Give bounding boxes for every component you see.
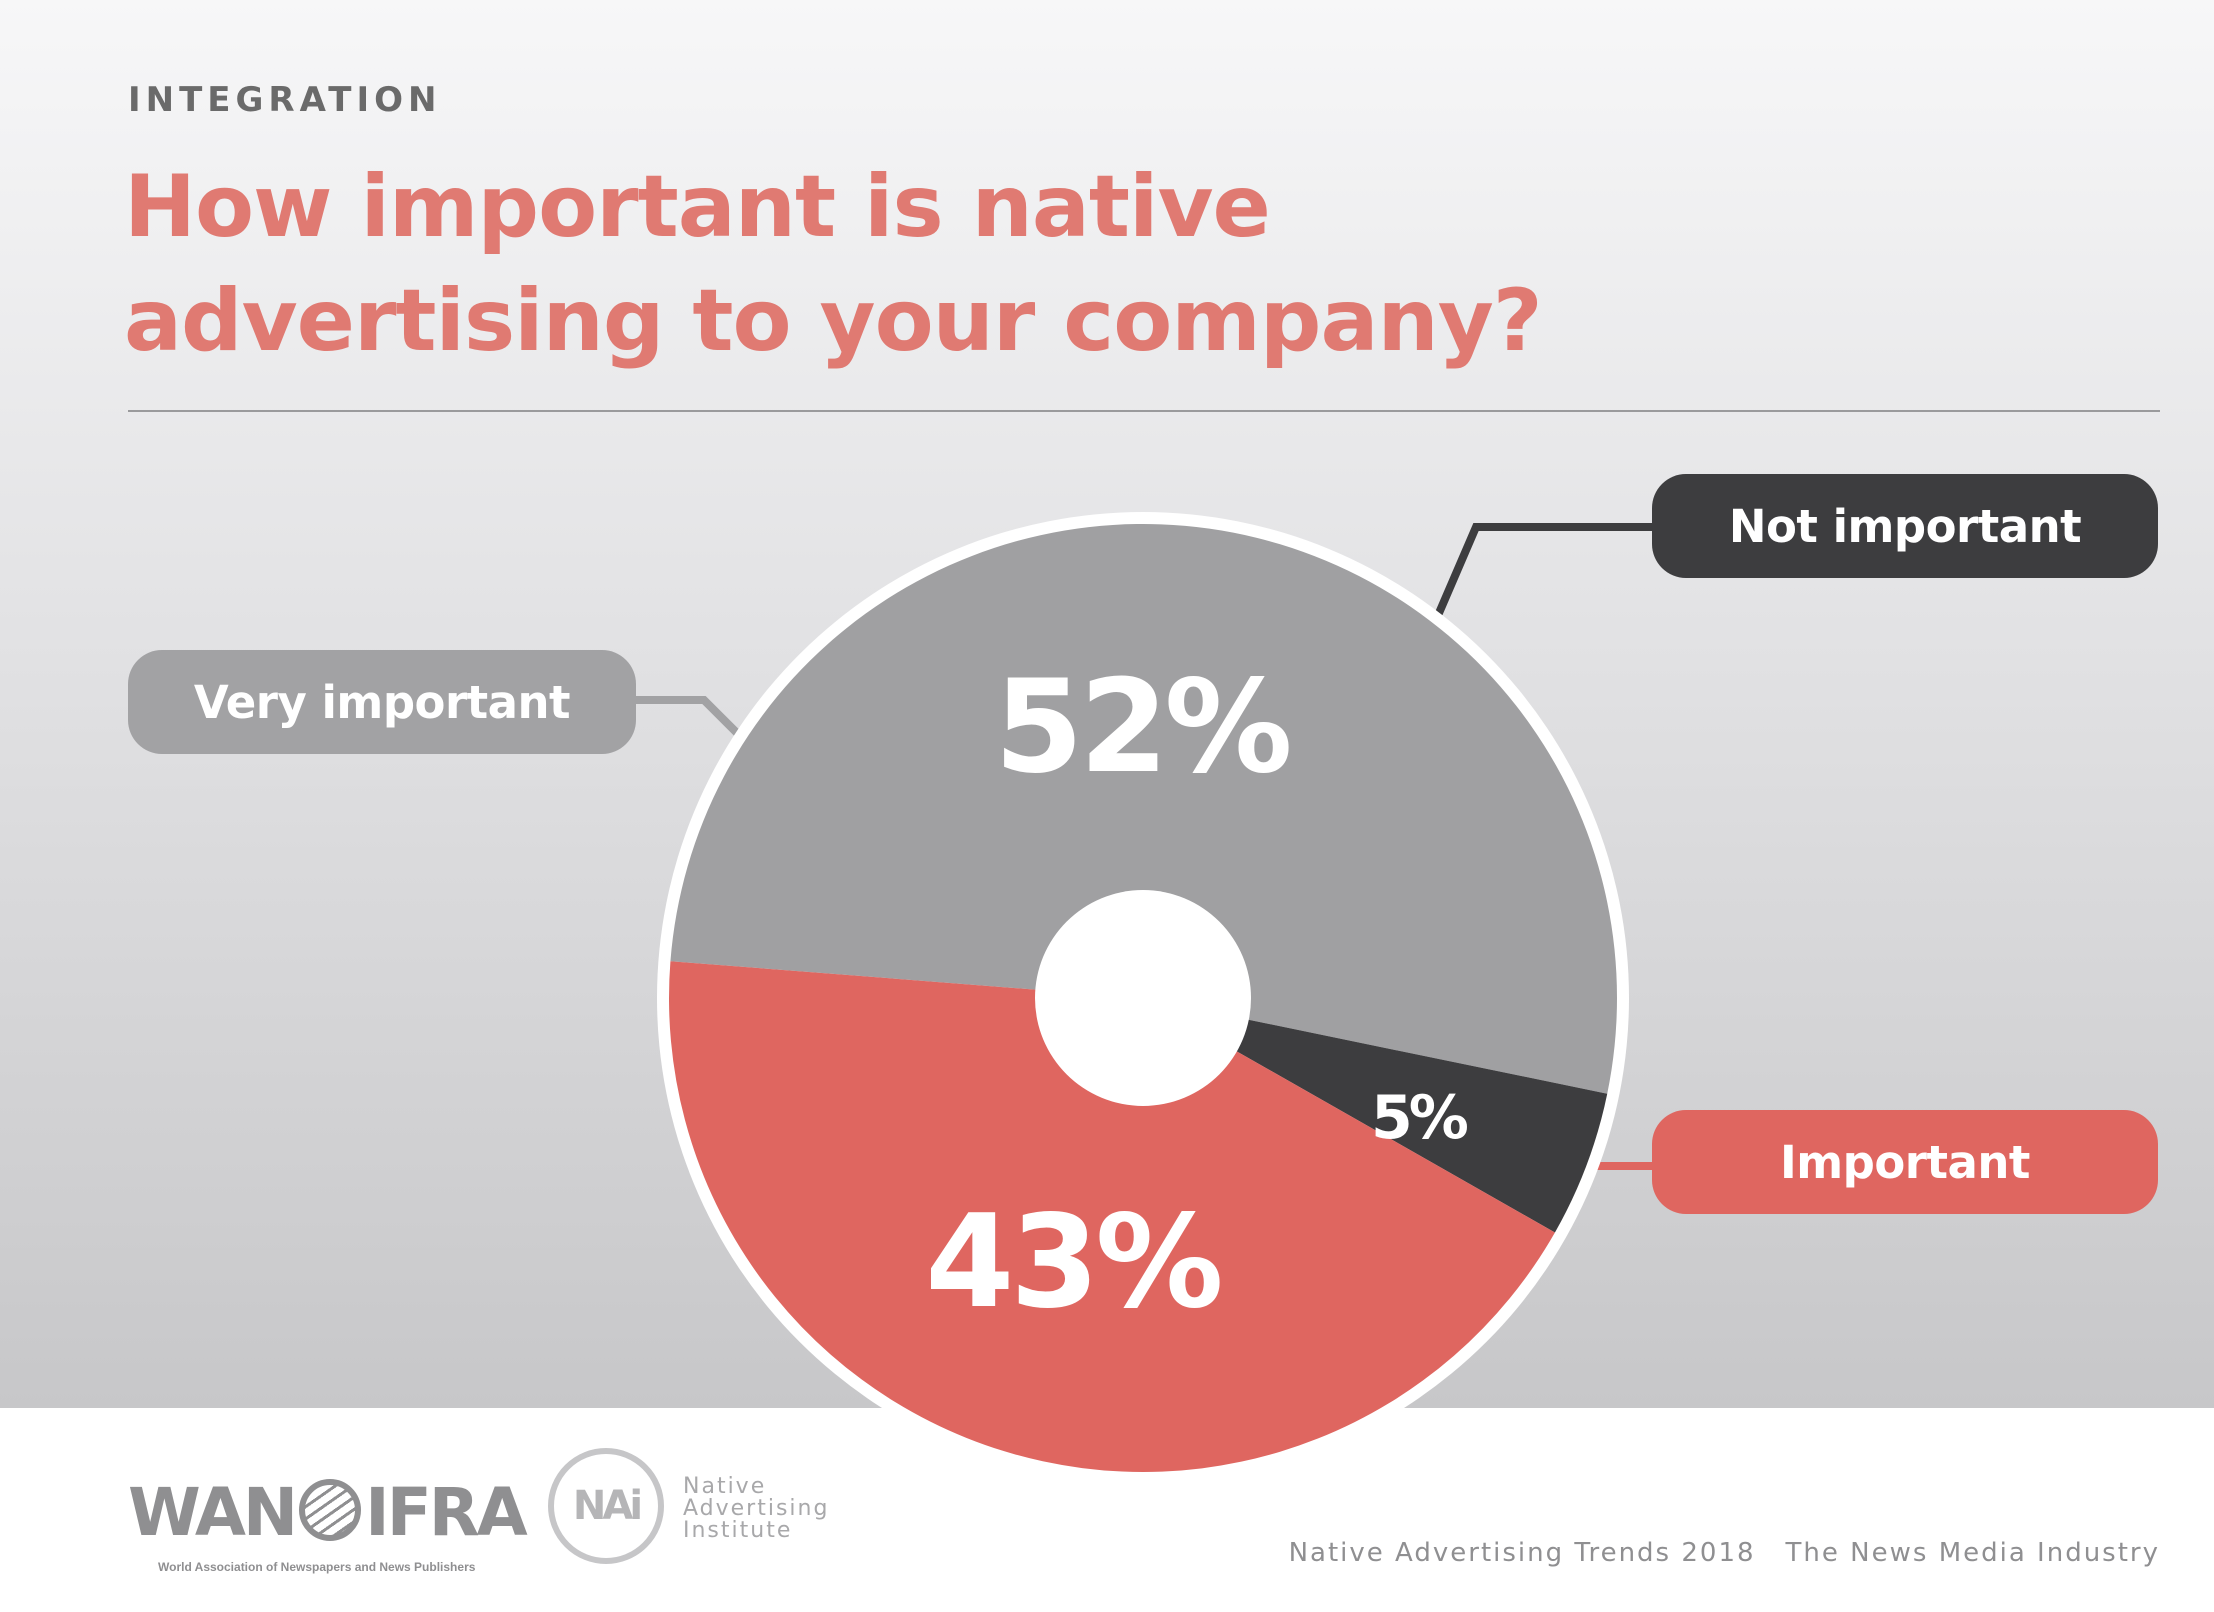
globe-icon xyxy=(299,1479,362,1541)
title-divider xyxy=(128,410,2160,412)
leader-line-not-important xyxy=(1432,523,1654,622)
pie-center-hole xyxy=(1035,890,1251,1106)
leader-line-very-important xyxy=(636,696,745,741)
pie-slice-very-important xyxy=(670,523,1618,1094)
pie-value-label: 52% xyxy=(994,653,1289,802)
wan-ifra-tagline: World Association of Newspapers and News… xyxy=(158,1560,476,1574)
chart-title: How important is native advertising to y… xyxy=(124,157,1543,371)
pie-value-label: 43% xyxy=(925,1188,1220,1337)
pie-value-labels: 52% 5% 43% xyxy=(925,653,1472,1337)
footer-source: Native Advertising Trends 2018 xyxy=(1288,1538,1756,1568)
pie-value-label: 5% xyxy=(1371,1083,1468,1153)
leader-lines xyxy=(636,523,1654,1170)
wan-ifra-logo: WAN IFRA xyxy=(128,1474,528,1551)
nai-line: Native xyxy=(683,1474,767,1499)
footer-publisher: The News Media Industry xyxy=(1785,1538,2160,1568)
pie-slice-not-important xyxy=(1143,998,1608,1233)
nai-logo-text: Native Advertising Institute xyxy=(683,1476,883,1542)
legend-label-important: Important xyxy=(1652,1110,2158,1214)
footer-credits: Native Advertising Trends 2018 The News M… xyxy=(1289,1538,2160,1568)
legend-label-very-important: Very important xyxy=(128,650,636,754)
legend-label-not-important: Not important xyxy=(1652,474,2158,578)
nai-logo-icon: NAi xyxy=(548,1448,664,1564)
pie-slice-important xyxy=(668,961,1555,1472)
pie-slices xyxy=(668,523,1618,1472)
section-kicker: INTEGRATION xyxy=(128,80,442,120)
nai-line: Advertising xyxy=(683,1496,830,1521)
nai-line: Institute xyxy=(683,1518,793,1543)
